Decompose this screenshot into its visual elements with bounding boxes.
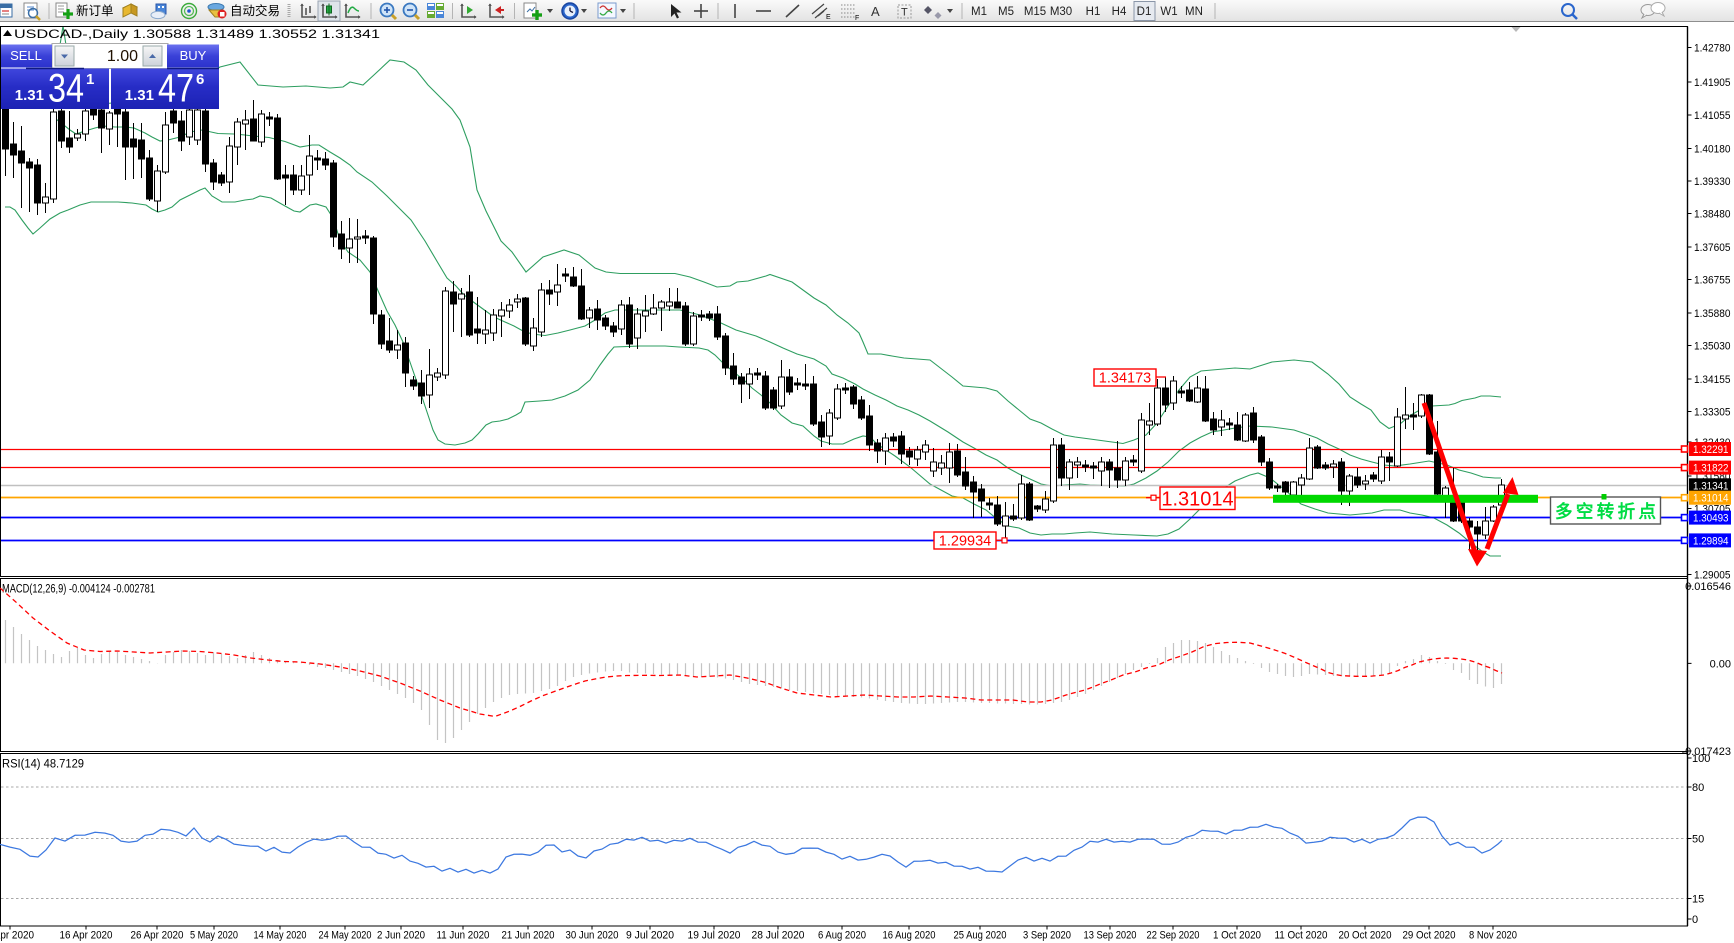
svg-text:1.42780: 1.42780 [1694, 43, 1731, 55]
svg-text:1.36755: 1.36755 [1694, 275, 1731, 287]
svg-text:50: 50 [1692, 834, 1704, 846]
svg-text:-0.017423: -0.017423 [1681, 746, 1731, 758]
svg-text:20 Oct 2020: 20 Oct 2020 [1339, 930, 1392, 942]
svg-text:14 May 2020: 14 May 2020 [254, 930, 307, 942]
svg-text:新订单: 新订单 [76, 3, 114, 18]
svg-text:1 Oct 2020: 1 Oct 2020 [1213, 930, 1261, 942]
svg-text:1.31014: 1.31014 [1693, 493, 1729, 505]
svg-text:16 Apr 2020: 16 Apr 2020 [60, 930, 113, 942]
svg-text:6 Apr 2020: 6 Apr 2020 [0, 930, 34, 942]
svg-text:1.29894: 1.29894 [1693, 535, 1729, 547]
svg-text:1.32291: 1.32291 [1693, 444, 1729, 456]
svg-text:E: E [826, 14, 831, 21]
svg-text:T: T [901, 7, 908, 19]
svg-text:USDCAD-,Daily 1.30588 1.31489: USDCAD-,Daily 1.30588 1.31489 1.30552 1.… [14, 27, 380, 41]
svg-text:W1: W1 [1160, 6, 1177, 18]
svg-text:M30: M30 [1050, 6, 1072, 18]
svg-text:1.40180: 1.40180 [1694, 144, 1731, 156]
svg-text:80: 80 [1692, 782, 1704, 794]
svg-text:34: 34 [48, 67, 84, 111]
svg-text:1.41905: 1.41905 [1694, 77, 1731, 89]
svg-text:1: 1 [86, 71, 94, 88]
svg-text:8 Nov 2020: 8 Nov 2020 [1469, 930, 1517, 942]
svg-text:3 Sep 2020: 3 Sep 2020 [1023, 930, 1071, 942]
svg-text:29 Oct 2020: 29 Oct 2020 [1403, 930, 1456, 942]
svg-text:M15: M15 [1024, 6, 1046, 18]
svg-text:F: F [855, 15, 859, 22]
svg-text:H4: H4 [1112, 6, 1127, 18]
svg-text:1.31: 1.31 [15, 87, 44, 104]
svg-text:2 Jun 2020: 2 Jun 2020 [377, 930, 425, 942]
svg-text:0.016546: 0.016546 [1685, 581, 1731, 593]
svg-text:9 Jul 2020: 9 Jul 2020 [626, 930, 674, 942]
svg-text:1.35030: 1.35030 [1694, 341, 1731, 353]
svg-text:1.34173: 1.34173 [1099, 371, 1151, 387]
svg-text:SELL: SELL [10, 48, 42, 63]
svg-text:5 May 2020: 5 May 2020 [190, 930, 238, 942]
svg-text:25 Aug 2020: 25 Aug 2020 [954, 930, 1007, 942]
svg-text:30 Jun 2020: 30 Jun 2020 [566, 930, 619, 942]
svg-text:1.39330: 1.39330 [1694, 176, 1731, 188]
svg-text:22 Sep 2020: 22 Sep 2020 [1147, 930, 1200, 942]
svg-text:1.31014: 1.31014 [1161, 488, 1233, 510]
svg-text:1.31: 1.31 [125, 87, 154, 104]
svg-text:1.31341: 1.31341 [1693, 480, 1729, 492]
svg-text:A: A [871, 4, 880, 19]
svg-text:1.35880: 1.35880 [1694, 308, 1731, 320]
svg-text:BUY: BUY [180, 48, 207, 63]
svg-text:26 Apr 2020: 26 Apr 2020 [131, 930, 184, 942]
svg-text:RSI(14) 48.7129: RSI(14) 48.7129 [2, 759, 84, 771]
svg-text:M5: M5 [998, 6, 1014, 18]
svg-text:6: 6 [196, 71, 204, 88]
svg-text:100: 100 [1692, 753, 1710, 765]
svg-text:11 Oct 2020: 11 Oct 2020 [1275, 930, 1328, 942]
svg-text:13 Sep 2020: 13 Sep 2020 [1084, 930, 1137, 942]
svg-text:1.38480: 1.38480 [1694, 209, 1731, 221]
svg-text:47: 47 [158, 67, 194, 111]
svg-text:0.00: 0.00 [1710, 658, 1731, 670]
svg-text:1.29005: 1.29005 [1694, 570, 1731, 582]
svg-text:11 Jun 2020: 11 Jun 2020 [437, 930, 490, 942]
svg-text:H1: H1 [1086, 6, 1101, 18]
svg-text:0: 0 [1692, 914, 1698, 926]
svg-text:1.29934: 1.29934 [939, 534, 991, 550]
svg-text:15: 15 [1692, 894, 1704, 906]
svg-text:6 Aug 2020: 6 Aug 2020 [818, 930, 866, 942]
svg-text:1.34155: 1.34155 [1694, 374, 1731, 386]
svg-text:1.30493: 1.30493 [1693, 513, 1729, 525]
svg-text:自动交易: 自动交易 [230, 3, 280, 18]
svg-text:24 May 2020: 24 May 2020 [319, 930, 372, 942]
svg-text:1.33305: 1.33305 [1694, 407, 1731, 419]
svg-text:21 Jun 2020: 21 Jun 2020 [502, 930, 555, 942]
svg-text:多空转折点: 多空转折点 [1555, 502, 1657, 522]
svg-text:1.41055: 1.41055 [1694, 110, 1731, 122]
svg-text:1.31822: 1.31822 [1693, 463, 1729, 475]
svg-text:MN: MN [1185, 6, 1203, 18]
svg-text:19 Jul 2020: 19 Jul 2020 [688, 930, 741, 942]
svg-text:D1: D1 [1137, 6, 1152, 18]
svg-text:28 Jul 2020: 28 Jul 2020 [752, 930, 805, 942]
svg-text:16 Aug 2020: 16 Aug 2020 [883, 930, 936, 942]
svg-text:1.00: 1.00 [107, 48, 138, 65]
svg-text:MACD(12,26,9) -0.004124 -0.002: MACD(12,26,9) -0.004124 -0.002781 [2, 584, 155, 596]
svg-text:M1: M1 [971, 6, 987, 18]
svg-text:1.37605: 1.37605 [1694, 242, 1731, 254]
